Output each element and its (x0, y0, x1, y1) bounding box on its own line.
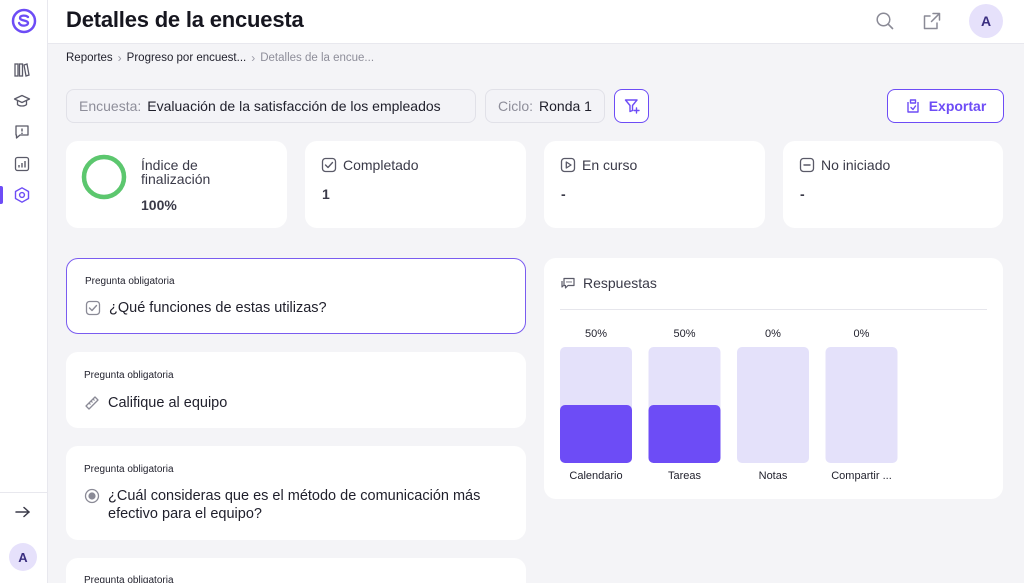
bar[interactable] (560, 405, 632, 463)
app-logo-icon[interactable] (11, 8, 37, 34)
in-progress-value: - (561, 186, 566, 202)
export-icon (907, 99, 919, 113)
question-tag: Pregunta obligatoria (85, 276, 175, 287)
breadcrumb-item-progreso[interactable]: Progreso por encuest... (126, 52, 247, 64)
expand-sidebar-icon[interactable] (14, 504, 32, 520)
bar-category-label: Compartir ... (831, 470, 892, 482)
not-started-card: No iniciado - (783, 141, 1003, 228)
bar-track (737, 347, 809, 463)
in-progress-card: En curso - (544, 141, 765, 228)
survey-filter[interactable]: Encuesta: Evaluación de la satisfacción … (66, 89, 476, 123)
bar-value-label: 0% (854, 328, 870, 340)
breadcrumb-item-reportes[interactable]: Reportes (66, 52, 113, 64)
search-icon[interactable] (875, 11, 895, 31)
question-tag: Pregunta obligatoria (84, 464, 174, 475)
export-button-label: Exportar (928, 98, 987, 114)
breadcrumb-separator-icon: › (251, 51, 256, 65)
nav-active-indicator (0, 186, 3, 204)
page-title: Detalles de la encuesta (66, 7, 304, 32)
bar-value-label: 50% (673, 328, 695, 340)
ruler-icon (85, 396, 99, 410)
breadcrumb: Reportes › Progreso por encuest... › Det… (66, 51, 374, 65)
bar-category-label: Tareas (668, 470, 702, 482)
survey-filter-label: Encuesta: (79, 98, 142, 114)
completion-card: Índice de finalización 100% (66, 141, 287, 228)
completion-value: 100% (141, 197, 177, 213)
responses-title: Respuestas (583, 275, 657, 291)
completion-ring (81, 154, 127, 200)
library-icon[interactable] (13, 61, 31, 79)
responses-divider (560, 309, 987, 310)
cycle-filter[interactable]: Ciclo: Ronda 1 (485, 89, 605, 123)
breadcrumb-separator-icon: › (117, 51, 122, 65)
user-avatar[interactable]: A (969, 4, 1003, 38)
sidebar-avatar[interactable]: A (9, 543, 37, 571)
graduation-cap-icon[interactable] (13, 92, 31, 110)
question-card-1[interactable]: Pregunta obligatoria ¿Qué funciones de e… (66, 258, 526, 334)
bar-category-label: Calendario (569, 470, 622, 482)
reports-icon[interactable] (13, 155, 31, 173)
responses-panel: Respuestas 50% Calendario 50% Tareas 0% Notas… (544, 258, 1003, 499)
question-text: ¿Qué funciones de estas utilizas? (109, 300, 327, 316)
top-header: Detalles de la encuesta A (48, 0, 1024, 44)
survey-filter-value: Evaluación de la satisfacción de los emp… (147, 98, 441, 114)
bar-track (825, 347, 898, 463)
bar-value-label: 50% (585, 328, 607, 340)
responses-bar-chart: 50% Calendario 50% Tareas 0% Notas 0% Compartir… (560, 328, 898, 482)
minus-square-icon (799, 157, 815, 173)
breadcrumb-item-current: Detalles de la encue... (260, 52, 375, 64)
question-text: Califique al equipo (108, 395, 228, 411)
export-button[interactable]: Exportar (887, 89, 1004, 123)
question-tag: Pregunta obligatoria (84, 370, 174, 381)
sidebar: A (0, 0, 48, 583)
external-link-icon[interactable] (922, 11, 942, 31)
feedback-icon[interactable] (13, 123, 31, 141)
bar-category-label: Notas (759, 470, 788, 482)
cycle-filter-value: Ronda 1 (539, 98, 592, 114)
chat-bubbles-icon (561, 277, 575, 289)
sidebar-divider (0, 492, 48, 493)
question-card-4[interactable]: Pregunta obligatoria (66, 558, 526, 583)
cycle-filter-label: Ciclo: (498, 98, 534, 114)
radio-icon (84, 488, 100, 504)
bar[interactable] (648, 405, 721, 463)
not-started-label: No iniciado (821, 157, 891, 173)
question-text: ¿Cuál consideras que es el método de com… (108, 488, 481, 522)
survey-icon[interactable] (13, 186, 31, 204)
question-card-3[interactable]: Pregunta obligatoria ¿Cuál consideras qu… (66, 446, 526, 540)
check-square-icon (321, 157, 337, 173)
completion-label: Índice de finalización (141, 157, 211, 187)
not-started-value: - (800, 186, 805, 202)
bar-value-label: 0% (765, 328, 781, 340)
question-card-2[interactable]: Pregunta obligatoria Califique al equipo (66, 352, 526, 428)
completed-value: 1 (322, 186, 330, 202)
question-tag: Pregunta obligatoria (84, 575, 174, 583)
completed-card: Completado 1 (305, 141, 526, 228)
filter-add-icon (624, 99, 640, 114)
checkbox-icon (85, 300, 101, 316)
completed-label: Completado (343, 157, 419, 173)
filter-button[interactable] (614, 89, 649, 123)
play-square-icon (560, 157, 576, 173)
in-progress-label: En curso (582, 157, 638, 173)
